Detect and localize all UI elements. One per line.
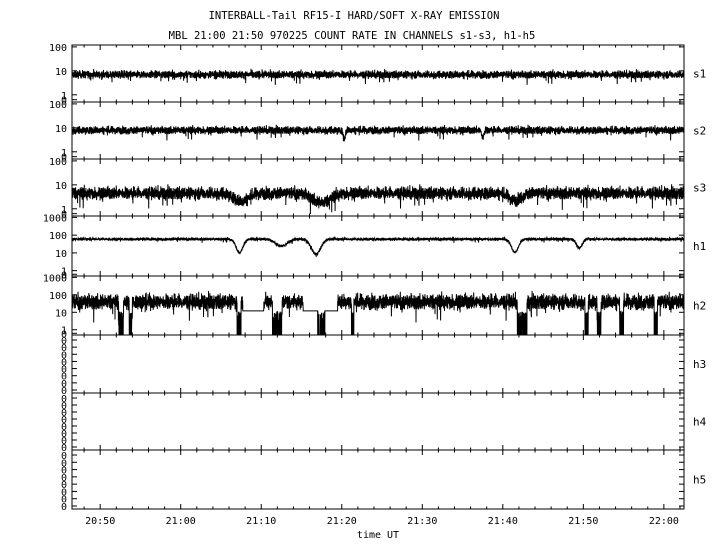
panel-frame-h1 bbox=[71, 215, 685, 277]
panels-group: s11001010s21001010s31001010h110001001010… bbox=[43, 43, 707, 513]
x-tick-label: 21:20 bbox=[327, 516, 357, 527]
x-tick-label: 21:00 bbox=[166, 516, 196, 527]
y-tick-label: 0 bbox=[61, 502, 67, 513]
series-line-s1 bbox=[71, 68, 685, 85]
y-tick-label: 0 bbox=[61, 357, 67, 368]
y-tick-label: 10 bbox=[55, 249, 67, 260]
panel-s1: s1 100 10 10 bbox=[49, 43, 706, 107]
y-tick-label: 10 bbox=[55, 181, 67, 192]
panel-label-s3: s3 bbox=[693, 182, 706, 195]
x-axis-label: time UT bbox=[357, 530, 399, 541]
y-tick-label: 0 bbox=[61, 270, 67, 281]
y-tick-label: 1000 bbox=[43, 213, 67, 224]
y-tick-label: 1 bbox=[61, 91, 67, 102]
y-tick-label: 100 bbox=[49, 43, 67, 54]
y-tick-label: 0 bbox=[61, 336, 67, 347]
series-line-s3 bbox=[71, 184, 685, 215]
chart-subtitle: MBL 21:00 21:50 970225 COUNT RATE IN CHA… bbox=[169, 30, 536, 42]
panel-frame-s3 bbox=[71, 158, 685, 217]
series-line-h2 bbox=[71, 290, 685, 336]
y-tick-label: 10 bbox=[55, 67, 67, 78]
y-tick-label: 0 bbox=[61, 429, 67, 440]
x-tick-label: 21:40 bbox=[488, 516, 518, 527]
panel-label-s2: s2 bbox=[693, 125, 706, 138]
panel-label-h1: h1 bbox=[693, 240, 706, 253]
panel-label-s1: s1 bbox=[693, 68, 706, 81]
y-tick-label: 0 bbox=[61, 343, 67, 354]
y-tick-label: 0 bbox=[61, 436, 67, 447]
y-tick-label: 0 bbox=[61, 480, 67, 491]
panel-frame-h3 bbox=[71, 334, 685, 394]
y-tick-label: 0 bbox=[61, 386, 67, 397]
y-tick-label: 0 bbox=[61, 96, 67, 107]
x-tick-label: 22:00 bbox=[649, 516, 679, 527]
y-tick-label: 1000 bbox=[43, 273, 67, 284]
y-tick-label: 0 bbox=[61, 487, 67, 498]
y-tick-label: 1 bbox=[61, 326, 67, 337]
y-tick-label: 0 bbox=[61, 466, 67, 477]
y-tick-label: 0 bbox=[61, 458, 67, 469]
y-tick-label: 0 bbox=[61, 350, 67, 361]
panel-label-h4: h4 bbox=[693, 416, 707, 429]
y-tick-label: 1 bbox=[61, 267, 67, 278]
y-tick-label: 0 bbox=[61, 329, 67, 340]
series-line-s2 bbox=[71, 124, 685, 142]
y-tick-label: 0 bbox=[61, 153, 67, 164]
y-tick-label: 0 bbox=[61, 210, 67, 221]
y-tick-label: 0 bbox=[61, 451, 67, 462]
x-tick-label: 21:10 bbox=[246, 516, 276, 527]
panel-s3: s3 100 10 10 bbox=[49, 157, 706, 221]
y-tick-label: 10 bbox=[55, 308, 67, 319]
y-tick-label: 100 bbox=[49, 291, 67, 302]
y-tick-label: 100 bbox=[49, 231, 67, 242]
y-tick-label: 0 bbox=[61, 401, 67, 412]
y-tick-label: 10 bbox=[55, 124, 67, 135]
panel-label-h3: h3 bbox=[693, 358, 706, 371]
x-tick-label: 20:50 bbox=[85, 516, 115, 527]
y-tick-label: 0 bbox=[61, 422, 67, 433]
panel-label-h5: h5 bbox=[693, 474, 706, 487]
x-tick-label: 21:50 bbox=[568, 516, 598, 527]
panel-s2: s2 100 10 10 bbox=[49, 100, 706, 164]
y-tick-label: 0 bbox=[61, 394, 67, 405]
x-axis: 20:50 21:00 21:10 21:20 21:30 21:40 21:50 22:00 bbox=[85, 516, 679, 527]
series-line-h1 bbox=[71, 235, 685, 257]
y-tick-label: 0 bbox=[61, 415, 67, 426]
panel-frame-h4 bbox=[71, 392, 685, 451]
y-tick-label: 0 bbox=[61, 365, 67, 376]
x-tick-label: 21:30 bbox=[407, 516, 437, 527]
y-tick-label: 1 bbox=[61, 205, 67, 216]
y-tick-label: 0 bbox=[61, 495, 67, 506]
y-tick-label: 0 bbox=[61, 408, 67, 419]
y-tick-label: 1 bbox=[61, 148, 67, 159]
panel-frame-h5 bbox=[71, 449, 685, 510]
y-tick-label: 100 bbox=[49, 100, 67, 111]
y-tick-label: 100 bbox=[49, 157, 67, 168]
panel-label-h2: h2 bbox=[693, 300, 706, 313]
y-tick-label: 0 bbox=[61, 379, 67, 390]
y-tick-label: 0 bbox=[61, 473, 67, 484]
chart-title: INTERBALL-Tail RF15-I HARD/SOFT X-RAY EM… bbox=[209, 10, 500, 22]
y-tick-label: 0 bbox=[61, 372, 67, 383]
y-tick-label: 0 bbox=[61, 443, 67, 454]
